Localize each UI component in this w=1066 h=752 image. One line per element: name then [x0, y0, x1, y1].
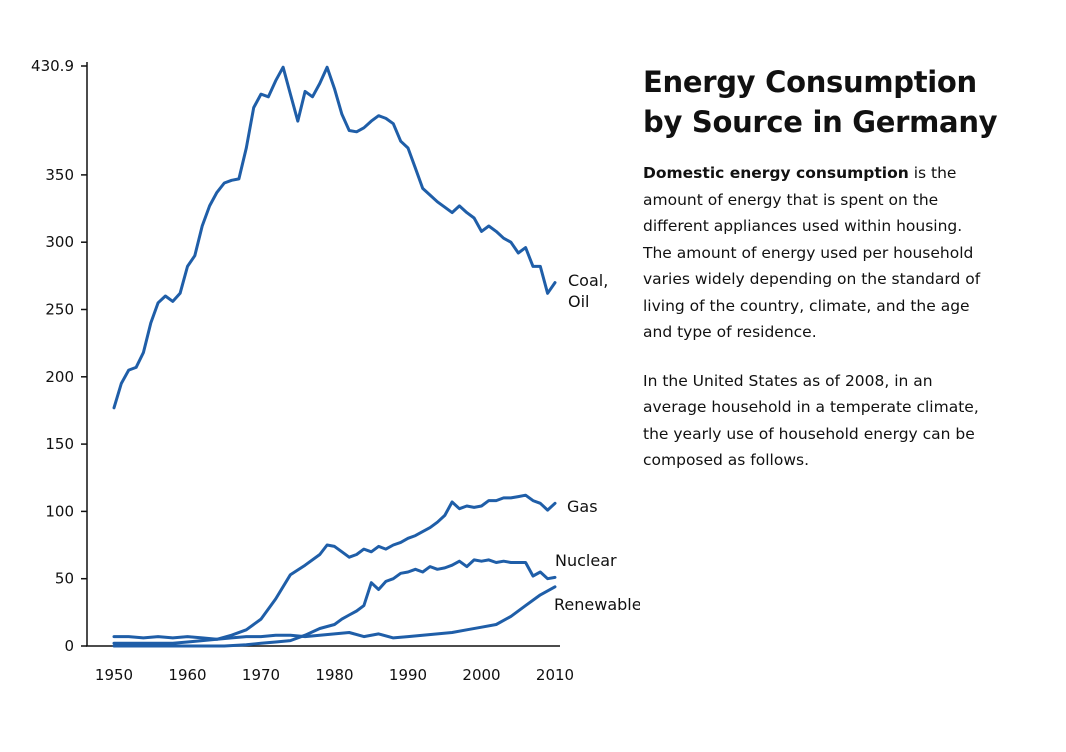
series-line: [112, 585, 557, 641]
description-panel: Energy Consumption by Source in Germany …: [643, 62, 1043, 496]
paragraph-line: average household in a temperate climate…: [643, 398, 979, 416]
y-axis-ticks: 0 50 100 150 200 250 300 350 430.9: [31, 57, 87, 655]
series-line: [112, 65, 557, 410]
paragraph-line: amount of energy that is spent on the: [643, 190, 939, 209]
paragraph-line: In the United States as of 2008, in an: [643, 371, 933, 390]
x-tick-label: 1960: [168, 666, 206, 684]
series-label: Nuclear: [555, 551, 617, 570]
paragraph-line: composed as follows.: [643, 451, 810, 469]
x-tick-label: 2010: [536, 666, 574, 684]
y-tick-label: 150: [45, 435, 74, 453]
paragraph-line: living of the country, climate, and the …: [643, 296, 970, 315]
y-tick-label: 100: [45, 502, 74, 520]
x-tick-label: 1980: [315, 666, 353, 684]
series-lines: [112, 65, 557, 648]
description-paragraph-2: In the United States as of 2008, in an a…: [643, 368, 1043, 474]
series-label: Oil: [568, 292, 589, 311]
y-tick-label: 250: [45, 300, 74, 318]
chart-title: Energy Consumption by Source in Germany: [643, 62, 1043, 142]
x-tick-label: 2000: [462, 666, 500, 684]
paragraph-line: the yearly use of household energy can b…: [643, 424, 975, 443]
paragraph-line: The amount of energy used per household: [643, 243, 974, 262]
x-tick-label: 1950: [95, 666, 133, 684]
title-line: Energy Consumption: [643, 65, 977, 99]
paragraph-line: different appliances used within housing…: [643, 217, 963, 235]
title-line: by Source in Germany: [643, 105, 998, 139]
y-tick-label: 430.9: [31, 57, 74, 75]
x-tick-label: 1970: [242, 666, 280, 684]
series-line: [112, 493, 557, 645]
paragraph-line: Domestic energy consumption is the: [643, 160, 1043, 187]
y-tick-label: 50: [55, 570, 74, 588]
x-axis-ticks: 1950 1960 1970 1980 1990 2000 2010: [95, 666, 574, 684]
series-label: Coal,: [568, 271, 608, 290]
series-labels: Coal, Oil Gas Nuclear Renewables: [554, 271, 640, 614]
series-label: Gas: [567, 497, 598, 516]
series-line: [112, 558, 557, 648]
bold-term: Domestic energy consumption: [643, 164, 909, 182]
y-tick-label: 350: [45, 166, 74, 184]
y-tick-label: 300: [45, 233, 74, 251]
y-tick-label: 200: [45, 368, 74, 386]
paragraph-line: and type of residence.: [643, 323, 817, 341]
x-tick-label: 1990: [389, 666, 427, 684]
paragraph-text: is the: [908, 164, 957, 182]
series-label: Renewables: [554, 595, 640, 614]
description-paragraph-1: Domestic energy consumption is the amoun…: [643, 160, 1043, 346]
paragraph-line: varies widely depending on the standard …: [643, 270, 981, 288]
y-tick-label: 0: [64, 637, 74, 655]
